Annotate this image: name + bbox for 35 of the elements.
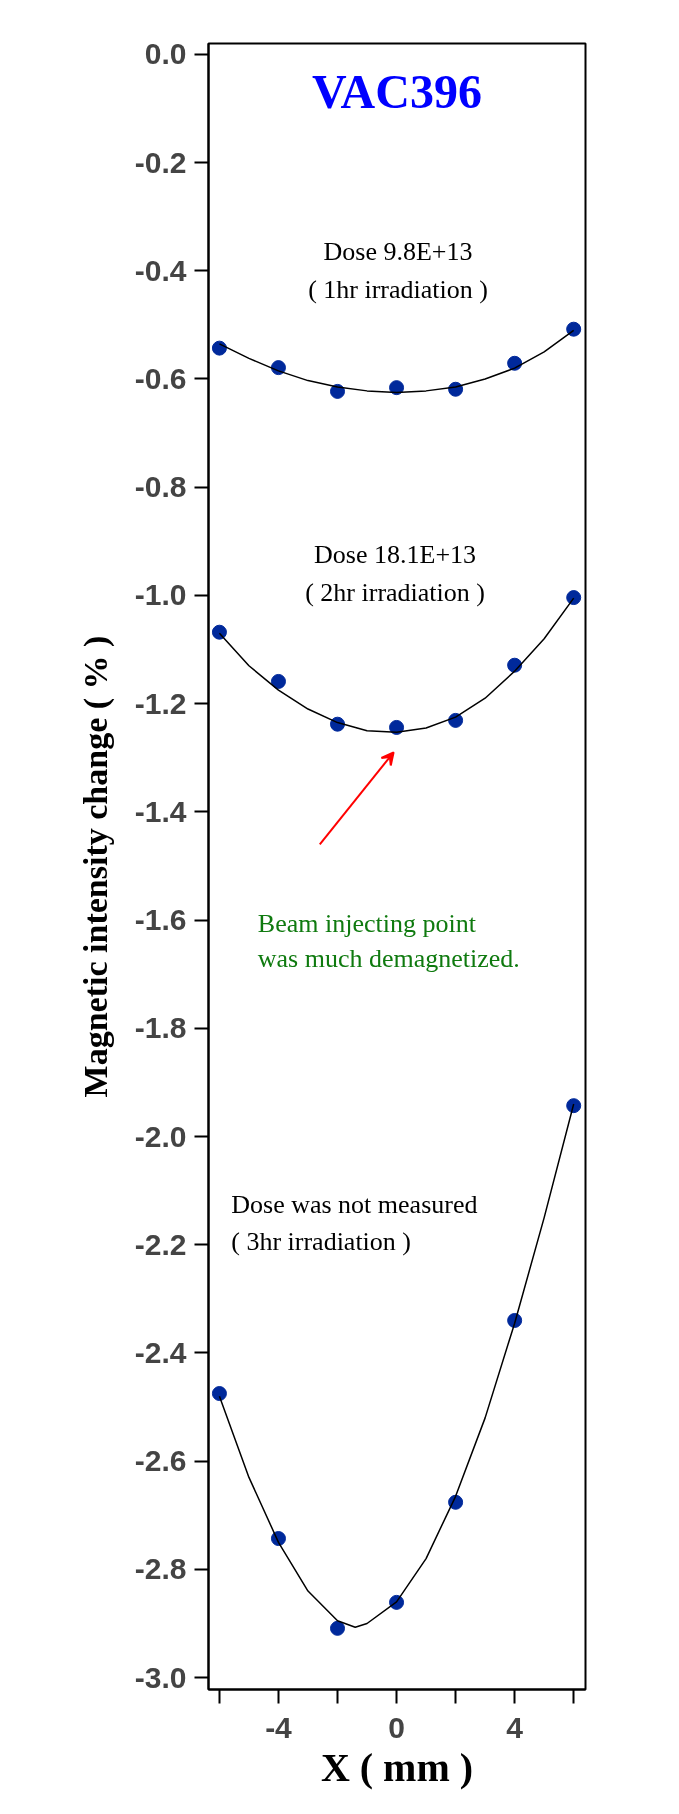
y-tick-label: -0.8 [134,470,187,504]
annotation: Beam injecting point was much demagnetized. [257,909,520,974]
text: VAC396 [312,65,482,119]
y-tick-label: -0.4 [134,253,187,287]
y-tick-label: -1.0 [134,578,187,612]
point [566,590,582,606]
annotation: Dose 18.1E+13 ( 2hr irradiation ) [305,540,485,608]
x-axis-title: X ( mm ) [320,1744,474,1790]
y-tick-label: -2.2 [134,1227,187,1261]
y-tick-label: -0.2 [134,145,187,179]
annotation: Dose was not measured ( 3hr irradiation ) [231,1189,478,1257]
annotation: Dose 9.8E+13 ( 1hr irradiation ) [308,237,488,305]
point [566,1098,582,1114]
point [211,340,227,356]
point [211,1386,227,1402]
y-tick-label: -2.4 [134,1335,187,1369]
point [330,1620,346,1636]
y-tick-label: -0.6 [134,361,187,395]
point [211,624,227,640]
y-tick-label: -2.8 [134,1552,187,1586]
y-tick-label: -3.0 [134,1660,187,1694]
y-tick-label: 0.0 [144,37,187,71]
y-tick-label: -2.6 [134,1444,187,1478]
y-tick-label: -2.0 [134,1119,187,1153]
y-tick-label: -1.8 [134,1011,187,1045]
x-tick-label: 0 [388,1710,405,1744]
y-tick-label: -1.4 [134,794,187,828]
x-tick-label: 4 [506,1710,524,1744]
point [270,673,286,689]
y-tick-label: -1.2 [134,686,187,720]
y-axis-title: Magnetic intensity change ( % ) [76,635,115,1098]
point [566,321,582,337]
x-tick-label: -4 [265,1710,293,1744]
point [389,380,405,396]
y-tick-label: -1.6 [134,903,187,937]
